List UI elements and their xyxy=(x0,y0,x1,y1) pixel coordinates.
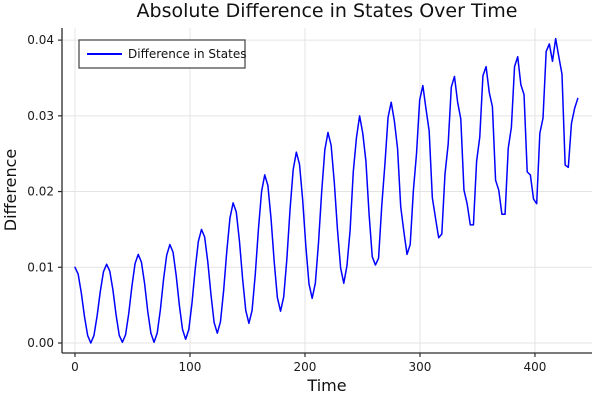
series xyxy=(74,37,579,344)
x-tick-label: 400 xyxy=(524,360,547,374)
y-tick-label: 0.00 xyxy=(27,336,54,350)
y-tick-label: 0.02 xyxy=(27,185,54,199)
x-tick-label: 0 xyxy=(71,360,79,374)
x-axis-label: Time xyxy=(306,376,346,395)
grid xyxy=(62,28,592,353)
axes xyxy=(58,28,592,357)
legend-entry-label: Difference in States xyxy=(128,47,246,61)
x-tick-label: 300 xyxy=(409,360,432,374)
legend: Difference in States xyxy=(78,39,246,69)
series-line xyxy=(74,37,579,344)
x-tick-label: 200 xyxy=(294,360,317,374)
y-tick-label: 0.03 xyxy=(27,109,54,123)
chart-title: Absolute Difference in States Over Time xyxy=(137,0,518,22)
tick-labels: 0 100 200 300 400 0.00 0.01 0.02 0.03 0.04 xyxy=(27,33,546,374)
y-tick-label: 0.01 xyxy=(27,260,54,274)
y-tick-label: 0.04 xyxy=(27,33,54,47)
x-tick-label: 100 xyxy=(179,360,202,374)
y-axis-label: Difference xyxy=(1,149,20,231)
